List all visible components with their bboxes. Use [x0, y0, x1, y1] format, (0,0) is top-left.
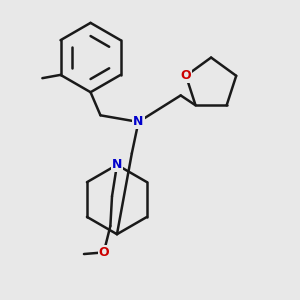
Text: O: O — [98, 246, 109, 259]
Text: N: N — [133, 116, 144, 128]
Text: N: N — [112, 158, 122, 171]
Text: O: O — [181, 69, 191, 82]
